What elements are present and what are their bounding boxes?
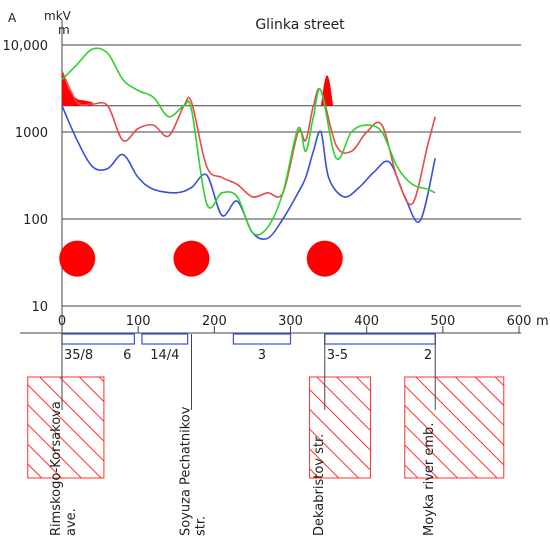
x-tick-label: 500 — [430, 314, 455, 329]
series-lines — [61, 47, 436, 240]
hatched-block — [309, 376, 371, 479]
x-unit-label: m — [536, 314, 549, 329]
y-tick-labels: 10,000 1000 100 10 — [3, 39, 49, 315]
y-tick-label: 10 — [31, 300, 48, 315]
gridlines — [61, 20, 521, 340]
segment-box — [324, 333, 436, 345]
street-name: Dekabristov str. — [312, 434, 327, 536]
x-tick-label: 200 — [202, 314, 227, 329]
segment-box — [232, 333, 292, 345]
street-label: Moyka river emb. — [422, 423, 437, 536]
series-line — [61, 105, 436, 240]
street-label: Dekabristov str. — [312, 434, 327, 536]
markers — [59, 240, 343, 277]
street-name-line2: ave. — [64, 508, 79, 536]
street-label: Rimskogo-Korsakova ave. — [49, 401, 79, 536]
y-unit-m: m — [58, 23, 70, 37]
street-label: Soyuza Pechatnikov str. — [178, 406, 208, 536]
street-name: Moyka river emb. — [422, 423, 437, 536]
segment-label: 3 — [258, 348, 266, 363]
street-name: Rimskogo-Korsakova — [49, 401, 64, 536]
x-axis: 0 100 200 300 400 500 600 — [20, 314, 532, 334]
y-tick-label: 100 — [23, 213, 48, 228]
marker-dot — [306, 240, 343, 277]
marker-dot — [173, 240, 210, 277]
series-line — [61, 70, 436, 206]
segment-box — [61, 333, 135, 345]
filled-peak — [320, 75, 334, 106]
x-tick-label: 300 — [278, 314, 303, 329]
segment-label: 14/4 — [150, 348, 179, 363]
x-tick-label: 600 — [507, 314, 532, 329]
segment-label: 3-5 — [327, 348, 348, 363]
segment-label: 6 — [123, 348, 131, 363]
y-unit-mkv: mkV — [44, 9, 72, 23]
chart-title: Glinka street — [255, 17, 345, 33]
segment-label: 35/8 — [64, 348, 93, 363]
filled-peaks — [62, 71, 334, 106]
hatched-blocks — [27, 376, 505, 479]
segment-label: 2 — [424, 348, 432, 363]
x-tick-label: 400 — [354, 314, 379, 329]
streets: Rimskogo-Korsakova ave. Soyuza Pechatnikov… — [49, 334, 437, 536]
segment-box — [141, 333, 189, 345]
series-line — [61, 47, 436, 236]
segments: 35/8 6 14/4 3 3-5 2 — [61, 333, 436, 363]
filled-peak — [62, 71, 93, 106]
hatched-block — [404, 376, 505, 479]
street-name: Soyuza Pechatnikov — [178, 406, 193, 536]
marker-dot — [59, 240, 96, 277]
y-unit-a: A — [8, 11, 17, 25]
x-tick-label: 100 — [126, 314, 151, 329]
x-tick-label: 0 — [58, 314, 66, 329]
y-tick-label: 10,000 — [3, 39, 49, 54]
y-tick-label: 1000 — [15, 126, 48, 141]
hatched-block — [27, 376, 105, 479]
street-name-line2: str. — [193, 516, 208, 536]
